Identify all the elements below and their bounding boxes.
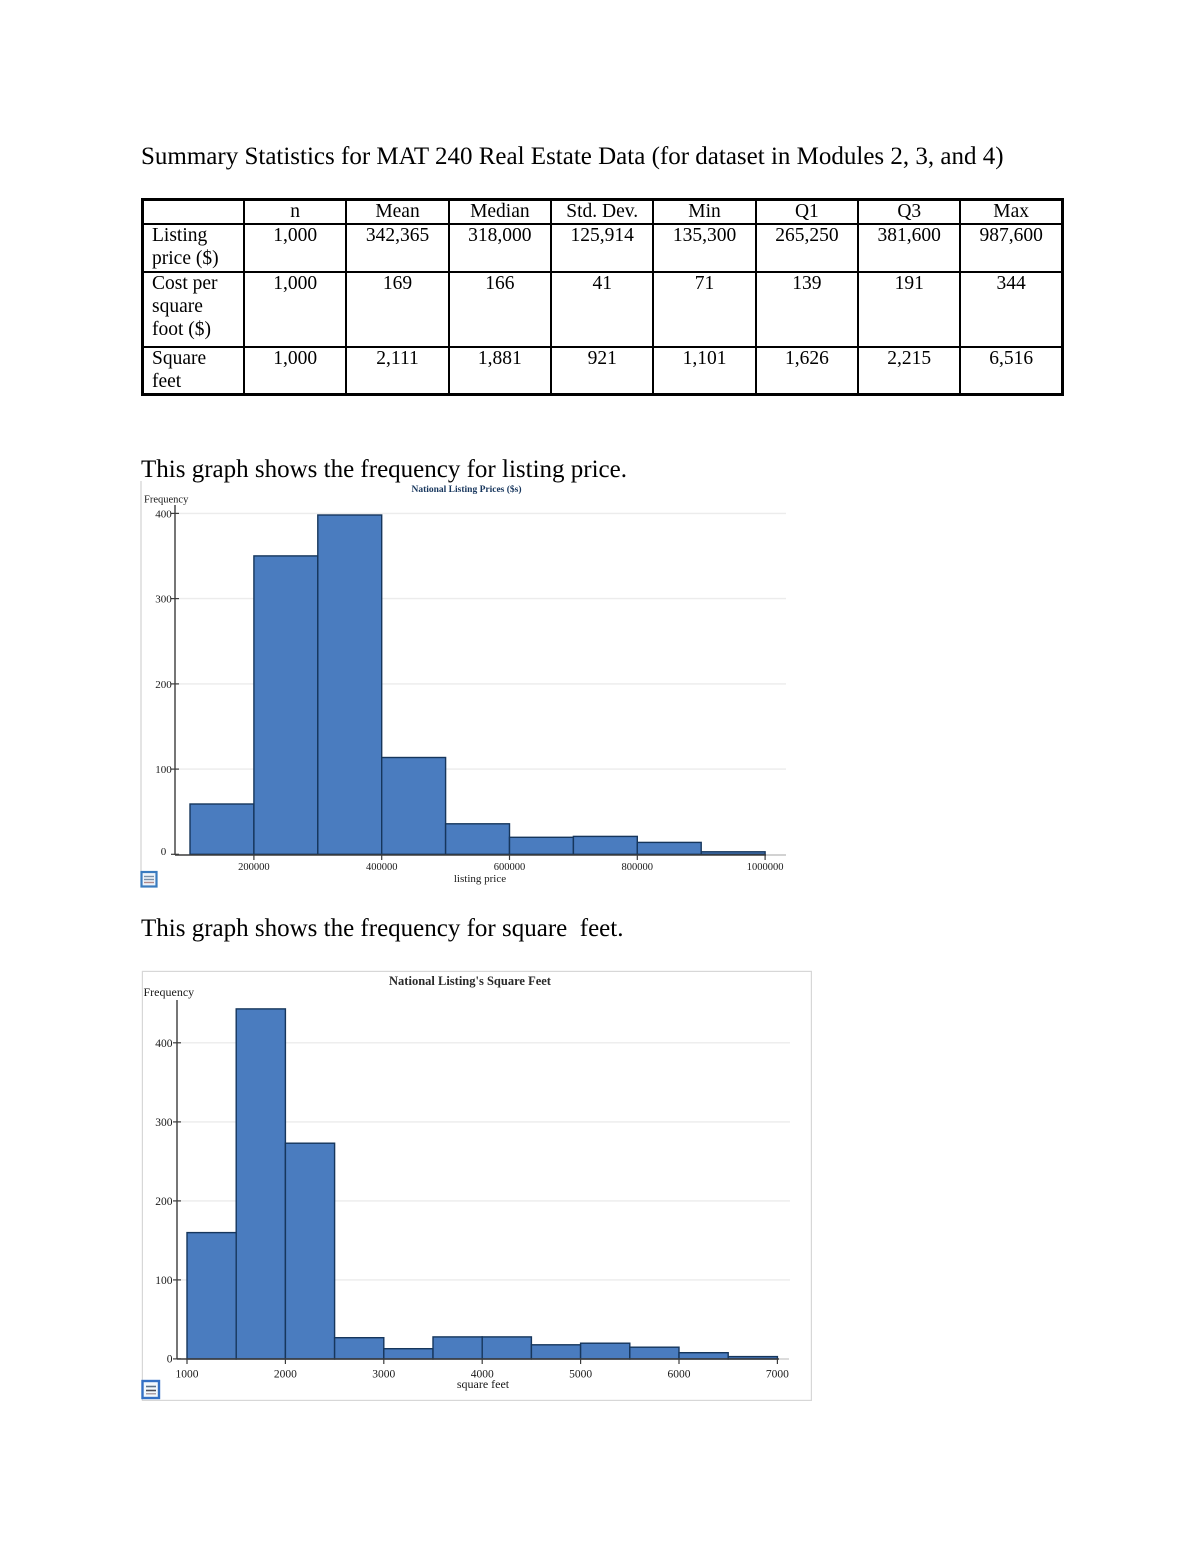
svg-text:6000: 6000	[668, 1369, 691, 1381]
svg-text:2000: 2000	[274, 1369, 297, 1381]
svg-text:3000: 3000	[372, 1369, 395, 1381]
svg-text:National Listing's Square Feet: National Listing's Square Feet	[389, 974, 552, 988]
svg-text:0: 0	[167, 1353, 173, 1365]
svg-text:Frequency: Frequency	[144, 985, 195, 999]
svg-text:listing price: listing price	[454, 873, 506, 885]
svg-text:200000: 200000	[238, 862, 270, 873]
svg-text:1000: 1000	[176, 1369, 199, 1381]
svg-text:200: 200	[155, 1196, 173, 1208]
svg-text:100: 100	[155, 764, 172, 776]
svg-text:5000: 5000	[569, 1369, 592, 1381]
svg-text:7000: 7000	[766, 1369, 789, 1381]
svg-text:100: 100	[155, 1275, 173, 1287]
svg-text:400: 400	[155, 1038, 173, 1050]
svg-text:1000000: 1000000	[747, 862, 784, 873]
svg-text:400000: 400000	[366, 862, 398, 873]
svg-text:National Listing Prices ($s): National Listing Prices ($s)	[411, 484, 521, 495]
svg-text:0: 0	[161, 846, 167, 858]
svg-text:300: 300	[155, 1117, 173, 1129]
svg-text:300: 300	[155, 594, 172, 606]
svg-text:Frequency: Frequency	[144, 495, 189, 506]
svg-text:600000: 600000	[494, 862, 526, 873]
svg-text:4000: 4000	[471, 1369, 494, 1381]
svg-text:200: 200	[155, 679, 172, 691]
svg-text:400: 400	[155, 508, 172, 520]
svg-text:square feet: square feet	[457, 1377, 510, 1391]
svg-text:800000: 800000	[622, 862, 654, 873]
